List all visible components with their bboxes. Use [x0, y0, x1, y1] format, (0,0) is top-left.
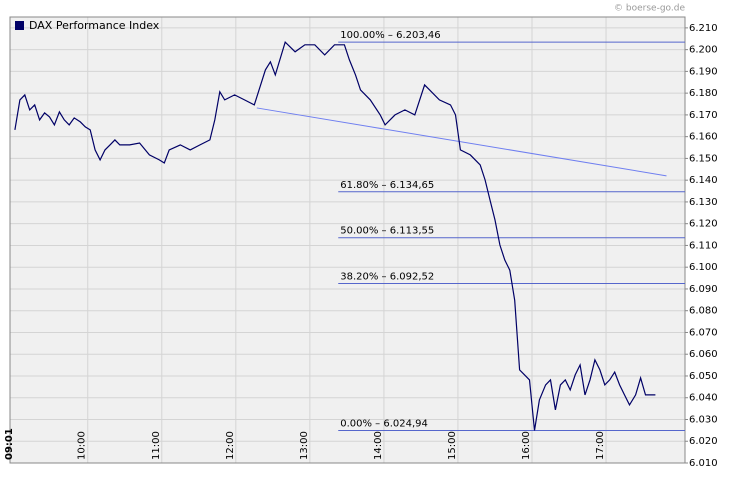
y-tick-label: 6.060 — [689, 349, 718, 360]
x-tick-label: 12:00 — [225, 431, 236, 460]
y-tick-label: 6.110 — [689, 240, 718, 251]
y-tick-label: 6.020 — [689, 436, 718, 447]
x-tick-label: 14:00 — [373, 431, 384, 460]
x-tick-label: 16:00 — [521, 431, 532, 460]
plot-area — [10, 17, 685, 463]
price-line — [14, 40, 656, 431]
fib-label: 50.00% – 6.113,55 — [340, 226, 434, 237]
y-tick-label: 6.130 — [689, 197, 718, 208]
y-tick-label: 6.140 — [689, 175, 718, 186]
fib-label: 61.80% – 6.134,65 — [340, 180, 434, 191]
y-tick-label: 6.100 — [689, 262, 718, 273]
y-tick-label: 6.160 — [689, 132, 718, 143]
legend-swatch — [15, 21, 24, 30]
source: © boerse-go.de — [614, 4, 685, 14]
y-tick-label: 6.150 — [689, 153, 718, 164]
y-tick-label: 6.090 — [689, 284, 718, 295]
y-tick-label: 6.030 — [689, 414, 718, 425]
x-tick-label: 13:00 — [299, 431, 310, 460]
fib-label: 0.00% – 6.024,94 — [340, 418, 428, 429]
x-tick-label: 11:00 — [151, 431, 162, 460]
plot-border — [9, 16, 686, 464]
fib-label: 100.00% – 6.203,46 — [340, 30, 440, 41]
y-tick-label: 6.180 — [689, 88, 718, 99]
y-tick-label: 6.080 — [689, 306, 718, 317]
x-tick-label: 09:01 — [4, 428, 15, 460]
legend-label: DAX Performance Index — [29, 19, 160, 32]
fib-label: 38.20% – 6.092,52 — [340, 271, 434, 282]
x-tick-label: 15:00 — [447, 431, 458, 460]
y-tick-label: 6.070 — [689, 327, 718, 338]
y-tick-label: 6.200 — [689, 45, 718, 56]
y-tick-label: 6.050 — [689, 371, 718, 382]
y-tick-label: 6.170 — [689, 110, 718, 121]
y-tick-label: 6.010 — [689, 458, 718, 469]
y-tick-label: 6.190 — [689, 66, 718, 77]
y-tick-label: 6.120 — [689, 219, 718, 230]
trend-line — [256, 107, 667, 177]
y-tick-label: 6.210 — [689, 23, 718, 34]
y-tick-label: 6.040 — [689, 393, 718, 404]
x-tick-label: 17:00 — [595, 431, 606, 460]
x-tick-label: 10:00 — [77, 431, 88, 460]
